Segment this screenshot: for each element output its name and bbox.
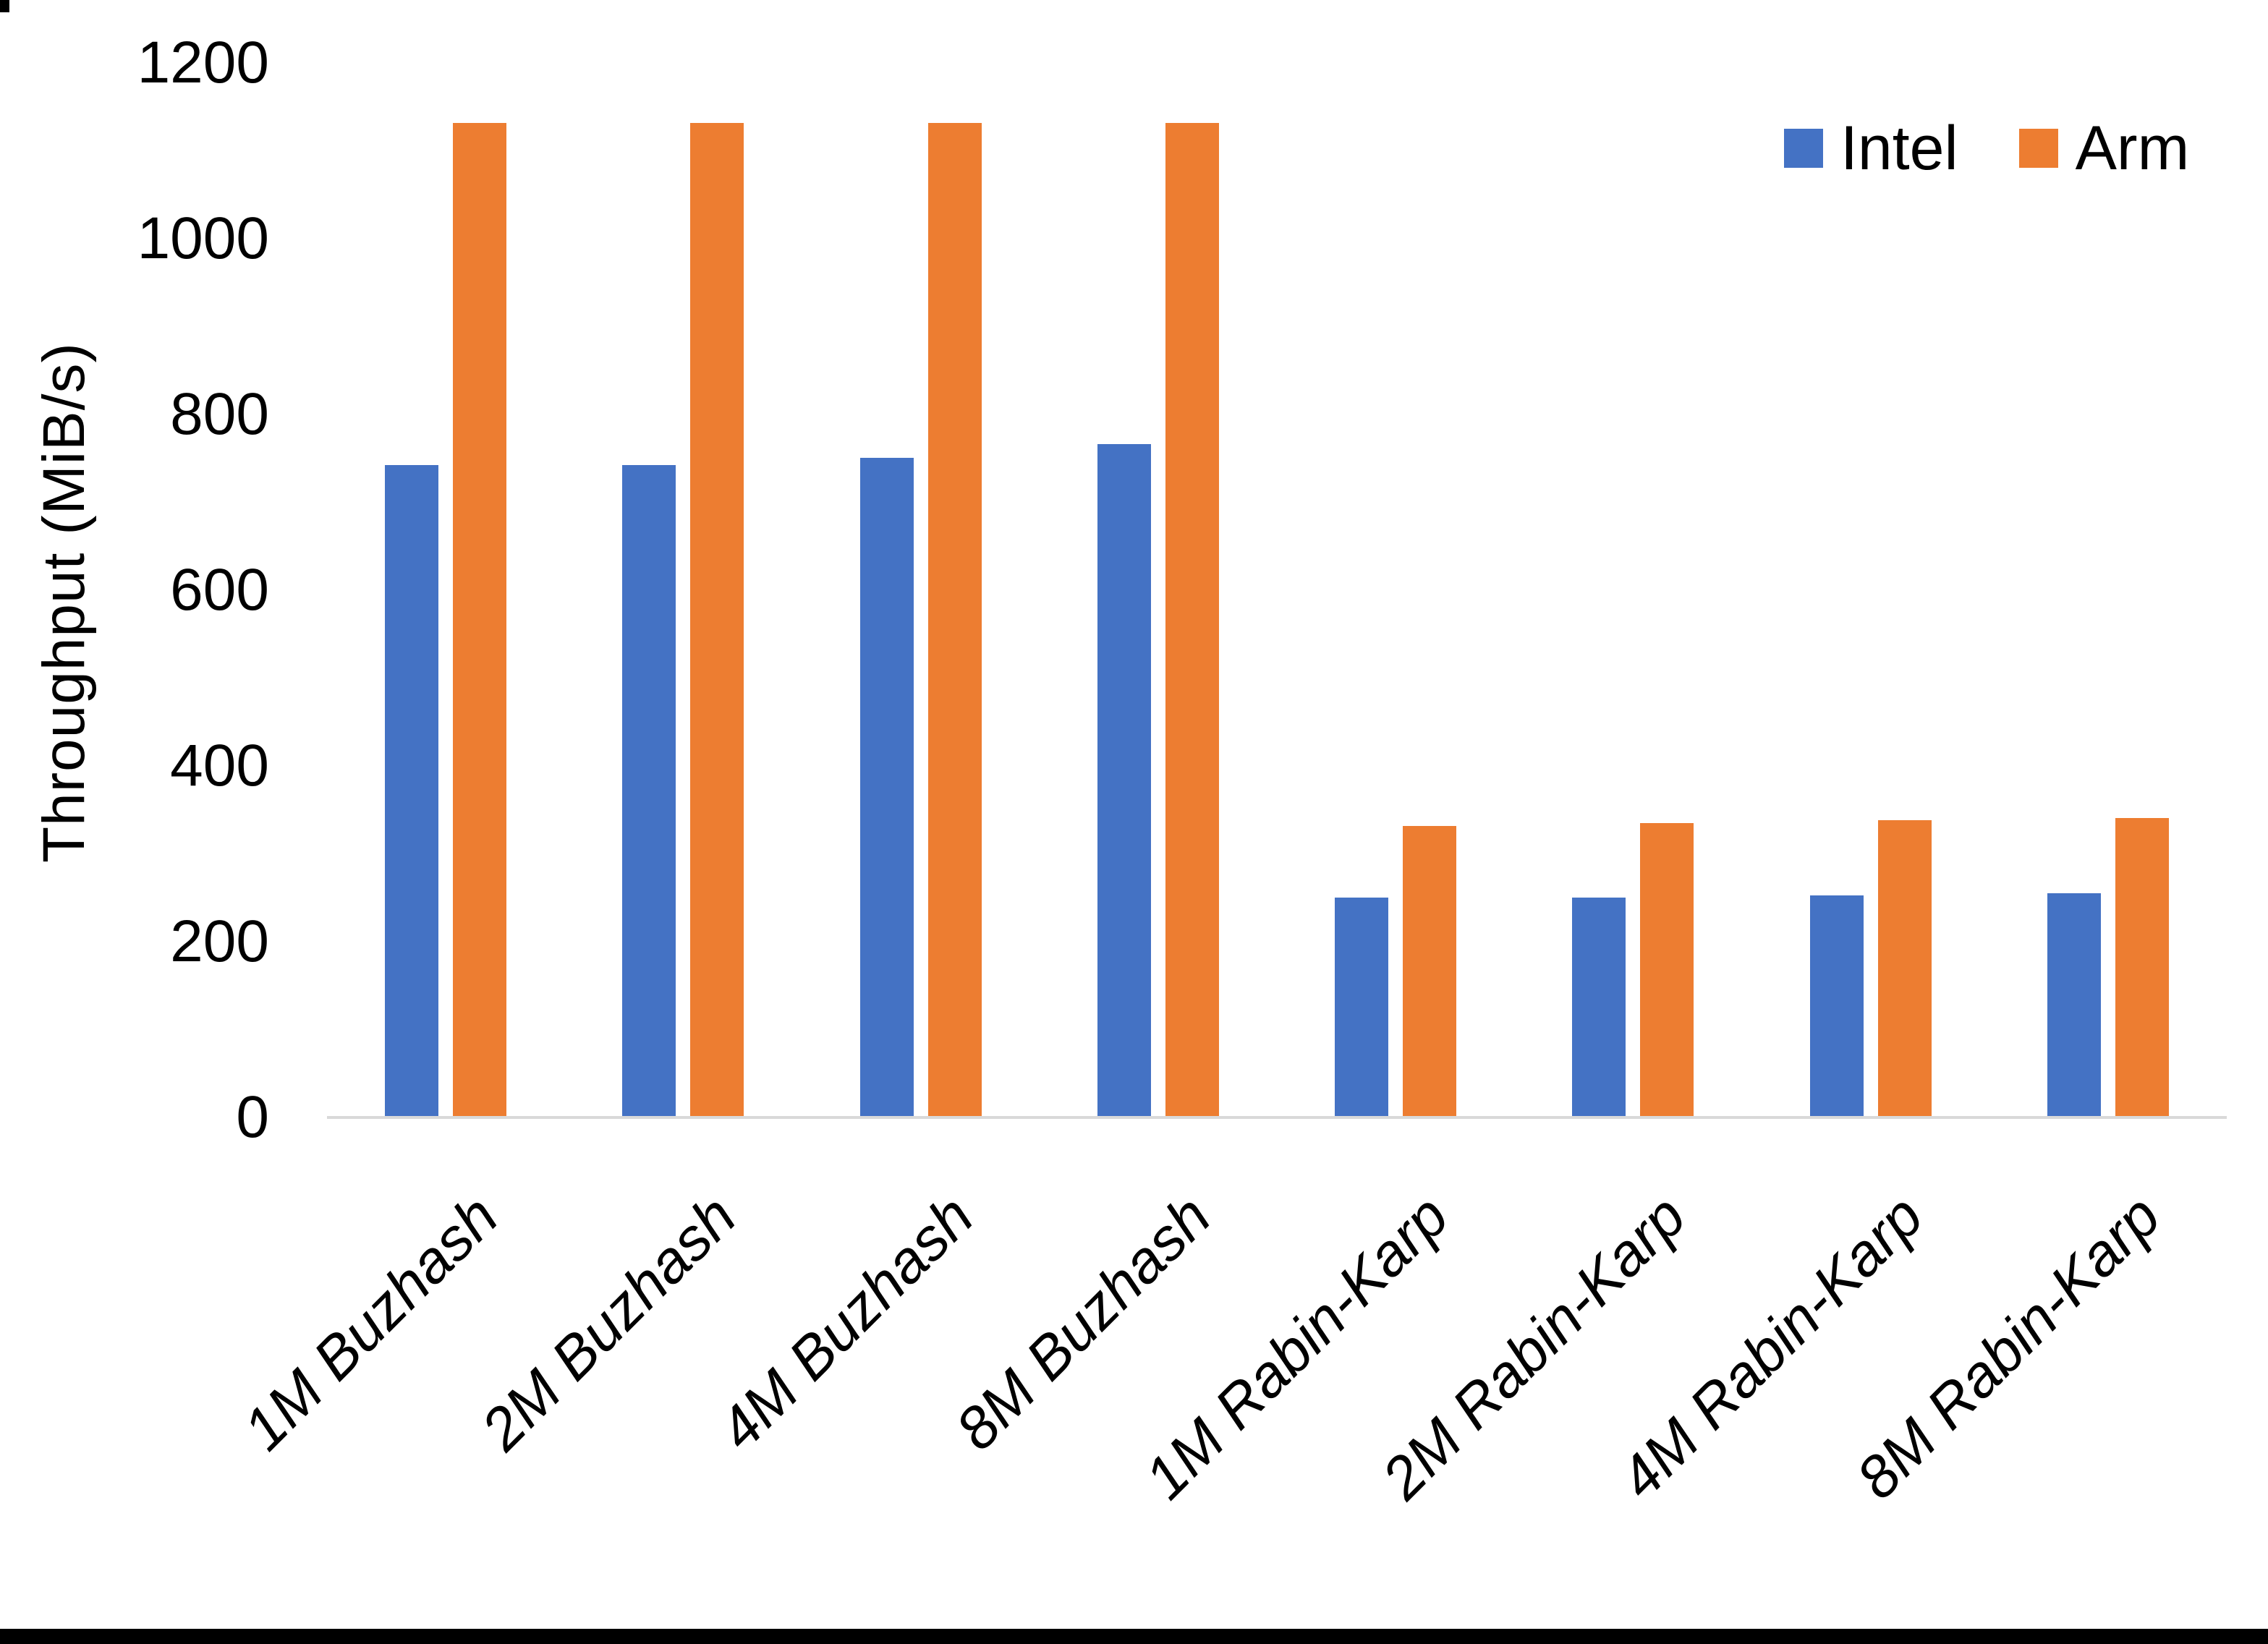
y-tick-label-0: 0 [236, 1084, 269, 1150]
y-tick-label-1200: 1200 [137, 30, 269, 95]
x-category-label-4m-buzhash: 4M Buzhash [706, 1183, 986, 1463]
bar-intel-2m-buzhash [622, 465, 676, 1117]
bar-arm-4m-buzhash [927, 122, 982, 1117]
y-tick-label-800: 800 [170, 381, 269, 447]
legend-swatch-intel [1784, 129, 1823, 168]
legend: Intel Arm [1784, 114, 2190, 183]
legend-swatch-arm [2018, 129, 2058, 168]
legend-label-arm: Arm [2075, 114, 2190, 183]
bar-arm-8m-rabin-karp [2115, 817, 2169, 1117]
bar-arm-1m-rabin-karp [1403, 825, 1457, 1117]
y-tick-label-600: 600 [170, 557, 269, 623]
bar-intel-1m-buzhash [385, 465, 439, 1117]
bar-arm-4m-rabin-karp [1877, 820, 1932, 1117]
bar-arm-2m-buzhash [690, 122, 744, 1117]
corner-artifact [0, 0, 9, 12]
bar-intel-4m-rabin-karp [1809, 895, 1864, 1117]
bar-arm-8m-buzhash [1165, 122, 1219, 1117]
legend-item-arm: Arm [2018, 114, 2190, 183]
y-tick-label-400: 400 [170, 733, 269, 798]
bar-intel-2m-rabin-karp [1572, 898, 1626, 1117]
bar-intel-1m-rabin-karp [1335, 898, 1389, 1117]
bottom-border [0, 1629, 2268, 1644]
bar-arm-2m-rabin-karp [1640, 822, 1694, 1117]
y-tick-label-1000: 1000 [137, 205, 269, 271]
legend-label-intel: Intel [1840, 114, 1958, 183]
y-tick-label-200: 200 [170, 908, 269, 974]
x-category-label-2m-buzhash: 2M Buzhash [468, 1183, 749, 1463]
bar-intel-4m-buzhash [859, 457, 914, 1117]
bar-intel-8m-buzhash [1097, 444, 1151, 1117]
x-category-label-1m-buzhash: 1M Buzhash [231, 1183, 511, 1463]
x-axis-line [327, 1116, 2227, 1119]
legend-item-intel: Intel [1784, 114, 1958, 183]
bar-arm-1m-buzhash [453, 122, 507, 1117]
bar-intel-8m-rabin-karp [2047, 893, 2101, 1117]
